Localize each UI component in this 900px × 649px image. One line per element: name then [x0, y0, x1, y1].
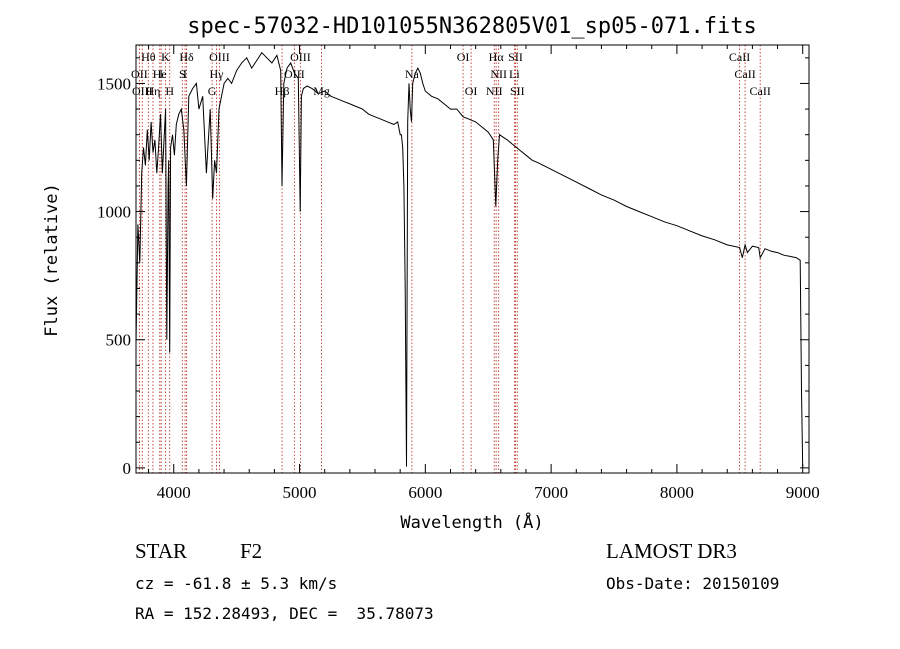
- x-tick-label: 8000: [660, 483, 694, 502]
- line-label-sii: SII: [508, 50, 523, 64]
- line-label-hη: Hη: [146, 84, 161, 98]
- coordinates: RA = 152.28493, DEC = 35.78073: [135, 604, 434, 623]
- line-label-hγ: Hγ: [210, 67, 225, 81]
- y-tick-label: 500: [106, 331, 132, 350]
- line-label-oi: OI: [457, 50, 470, 64]
- line-label-h: H: [165, 84, 174, 98]
- x-tick-label: 5000: [283, 483, 317, 502]
- spectrum-series-line: [135, 51, 804, 468]
- y-axis-ticks: 0 500 1000 1500: [97, 57, 809, 478]
- line-label-g: G: [208, 84, 217, 98]
- spectrum-chart: spec-57032-HD101055N362805V01_sp05-071.f…: [42, 14, 820, 533]
- line-label-oiii: OIII: [132, 84, 153, 98]
- line-label-oiii: OIII: [209, 50, 230, 64]
- line-label-li: Li: [509, 67, 520, 81]
- spectral-line-markers: [138, 45, 761, 473]
- x-axis-ticks: 4000 5000 6000 7000 8000 9000: [148, 45, 820, 502]
- plot-frame: [135, 44, 810, 474]
- line-label-s: S: [179, 67, 186, 81]
- object-type: STAR: [135, 539, 187, 563]
- line-label-hθ: Hθ: [141, 50, 156, 64]
- line-label-oiii: OIII: [284, 67, 305, 81]
- x-tick-label: 6000: [408, 483, 442, 502]
- line-label-he: He: [153, 67, 167, 81]
- line-label-i: I: [159, 67, 163, 81]
- y-axis-label: Flux (relative): [42, 183, 62, 337]
- x-tick-label: 7000: [534, 483, 568, 502]
- line-label-oii: OII: [131, 67, 148, 81]
- line-label-nii: NII: [490, 67, 507, 81]
- x-tick-label: 9000: [786, 483, 820, 502]
- line-label-caii: CaII: [729, 50, 750, 64]
- line-label-na: Na: [405, 67, 420, 81]
- line-label-oiii: OIII: [290, 50, 311, 64]
- y-tick-label: 1500: [97, 74, 131, 93]
- line-label-caii: CaII: [734, 67, 755, 81]
- line-label-hβ: Hβ: [275, 84, 290, 98]
- x-tick-label: 4000: [157, 483, 191, 502]
- x-axis-label: Wavelength (Å): [400, 511, 543, 533]
- redshift-velocity: cz = -61.8 ± 5.3 km/s: [135, 574, 338, 593]
- line-label-hδ: Hδ: [179, 50, 194, 64]
- y-tick-label: 1000: [97, 203, 131, 222]
- line-label-hα: Hα: [489, 50, 505, 64]
- survey-name: LAMOST DR3: [606, 539, 737, 563]
- line-label-sii: SII: [510, 84, 525, 98]
- observation-date: Obs-Date: 20150109: [606, 574, 780, 593]
- line-label-caii: CaII: [750, 84, 771, 98]
- line-label-oi: OI: [465, 84, 478, 98]
- line-label-mg: Mg: [313, 84, 330, 98]
- y-tick-label: 0: [123, 459, 132, 478]
- spectral-subclass: F2: [240, 539, 263, 563]
- chart-title: spec-57032-HD101055N362805V01_sp05-071.f…: [187, 14, 757, 39]
- line-label-nii: NII: [486, 84, 503, 98]
- line-label-k: K: [161, 50, 170, 64]
- line-label-i: I: [183, 67, 187, 81]
